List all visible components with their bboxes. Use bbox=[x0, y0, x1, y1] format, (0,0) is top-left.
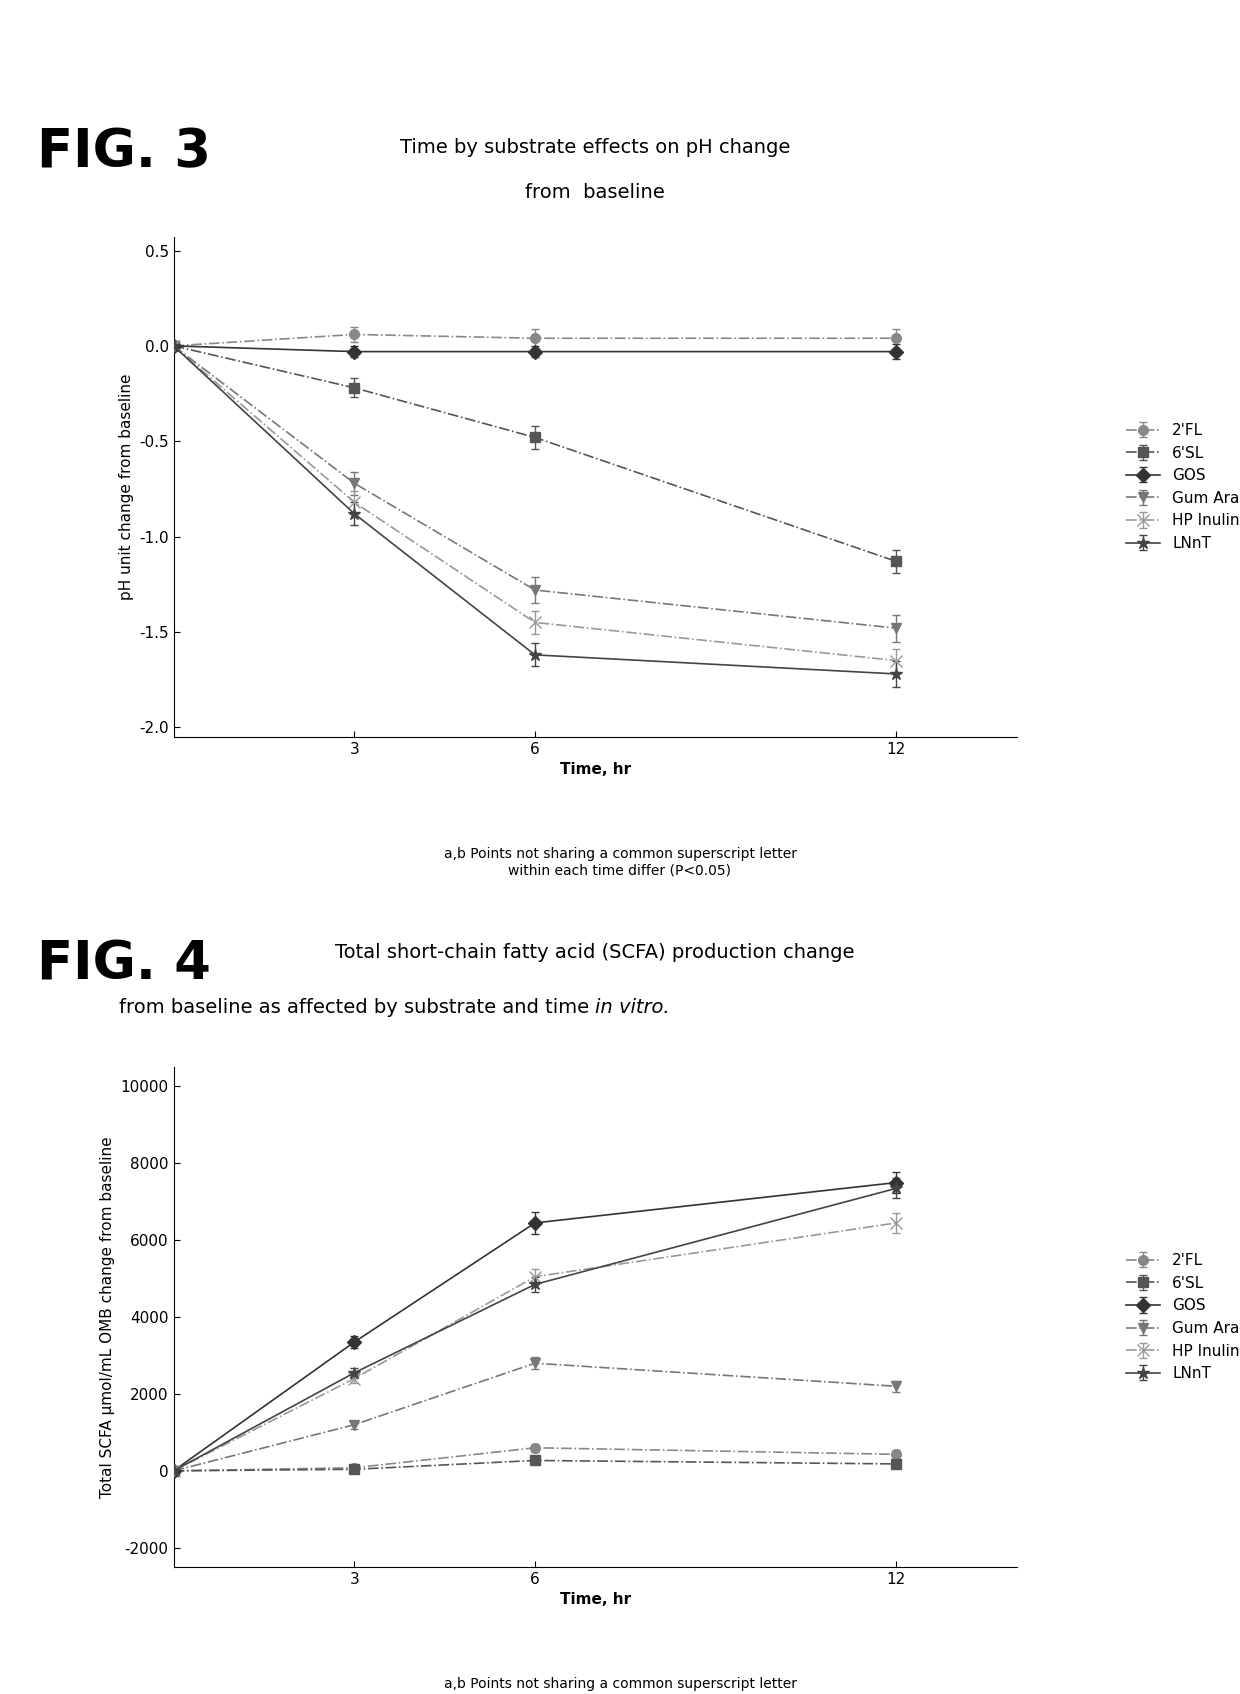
Legend: 2'FL, 6'SL, GOS, Gum Arabic, HP Inulin, LNnT: 2'FL, 6'SL, GOS, Gum Arabic, HP Inulin, … bbox=[1126, 424, 1240, 551]
X-axis label: Time, hr: Time, hr bbox=[559, 762, 631, 778]
Legend: 2'FL, 6'SL, GOS, Gum Arabic, HP Inulin, LNnT: 2'FL, 6'SL, GOS, Gum Arabic, HP Inulin, … bbox=[1126, 1254, 1240, 1381]
Text: FIG. 3: FIG. 3 bbox=[37, 125, 211, 178]
Text: a,b Points not sharing a common superscript letter
within each time differ (P<0.: a,b Points not sharing a common superscr… bbox=[444, 847, 796, 877]
Text: in vitro.: in vitro. bbox=[595, 998, 670, 1016]
Text: FIG. 4: FIG. 4 bbox=[37, 938, 211, 991]
X-axis label: Time, hr: Time, hr bbox=[559, 1592, 631, 1608]
Text: from  baseline: from baseline bbox=[526, 183, 665, 202]
Y-axis label: Total SCFA μmol/mL OMB change from baseline: Total SCFA μmol/mL OMB change from basel… bbox=[100, 1137, 115, 1497]
Text: from baseline as affected by substrate and time: from baseline as affected by substrate a… bbox=[119, 998, 595, 1016]
Y-axis label: pH unit change from baseline: pH unit change from baseline bbox=[119, 374, 134, 600]
Text: a,b Points not sharing a common superscript letter
within each time differ (P<0.: a,b Points not sharing a common superscr… bbox=[444, 1677, 796, 1694]
Text: Time by substrate effects on pH change: Time by substrate effects on pH change bbox=[401, 139, 790, 158]
Text: Total short-chain fatty acid (SCFA) production change: Total short-chain fatty acid (SCFA) prod… bbox=[336, 944, 854, 962]
